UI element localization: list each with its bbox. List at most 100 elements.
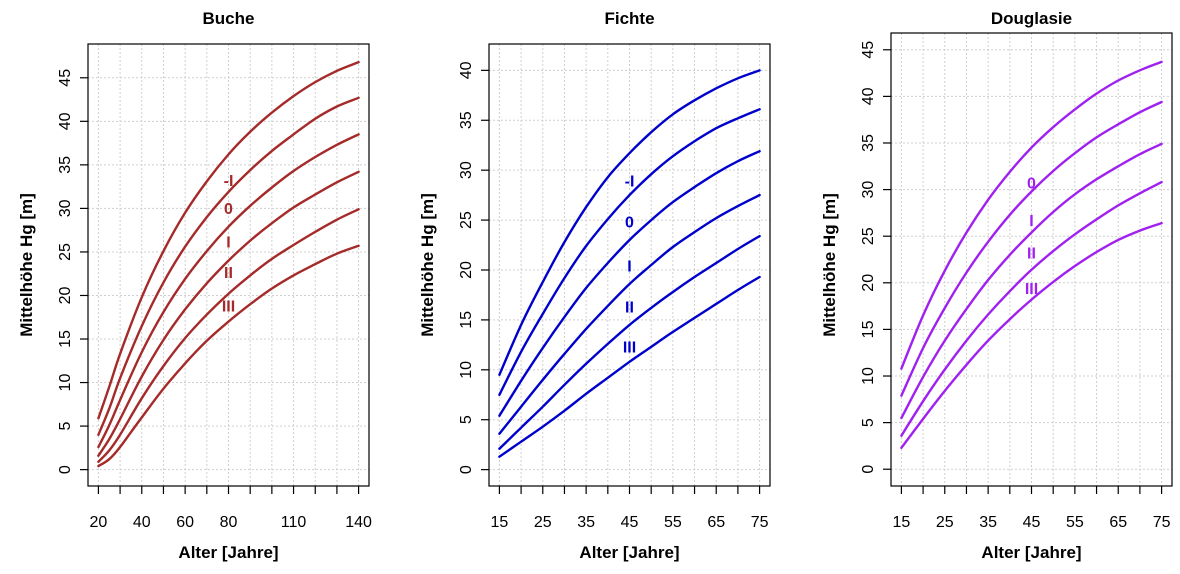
y-tick-label: 45	[57, 69, 74, 87]
site-class-label: I	[226, 235, 230, 252]
chart-panel-1: Buche 20 40 60 80 110 140 0 5 10 15 20 25 30 35 40 45 Alt…	[17, 9, 372, 562]
x-tick-label: 25	[936, 514, 954, 531]
y-tick-label: 10	[458, 361, 475, 379]
site-class-II-line	[97, 170, 360, 457]
y-tick-label: 10	[57, 374, 74, 392]
y-tick-label: 40	[860, 87, 877, 105]
y-tick-label: 40	[57, 112, 74, 130]
grid-lines	[489, 44, 770, 486]
x-tick-label: 75	[751, 514, 769, 531]
site-class-label: -I	[625, 174, 635, 191]
x-axis: 15 25 35 45 55 65 75	[491, 486, 769, 531]
y-tick-label: 35	[57, 156, 74, 174]
site-class-I-line	[97, 133, 360, 449]
x-tick-label: 25	[534, 514, 552, 531]
x-tick-label: 20	[90, 514, 108, 531]
series-lines	[97, 60, 360, 468]
y-tick-label: 0	[57, 465, 74, 474]
chart-panel-3: Douglasie 15 25 35 45 55 65 75 0 5 10 15 20 25 30 35 40 4…	[820, 9, 1173, 562]
site-class-I-line	[900, 100, 1163, 397]
x-tick-label: 15	[893, 514, 911, 531]
site-class-0-line	[97, 96, 360, 436]
y-tick-label: 25	[458, 211, 475, 229]
site-class-label: III	[222, 298, 235, 315]
y-axis-label: Mittelhöhe Hg [m]	[820, 193, 839, 337]
series-lines	[498, 69, 761, 458]
y-tick-label: 40	[458, 61, 475, 79]
chart-panel-2: Fichte 15 25 35 45 55 65 75 0 5 10 15 20 25 30 35 40 Alte…	[418, 9, 771, 562]
x-tick-label: 140	[345, 514, 372, 531]
site-class-label: III	[623, 339, 636, 356]
x-tick-label: 60	[176, 514, 194, 531]
x-axis-label: Alter [Jahre]	[981, 543, 1081, 562]
x-tick-label: 80	[220, 514, 238, 531]
x-tick-label: 35	[979, 514, 997, 531]
x-axis: 20 40 60 80 110 140	[90, 486, 372, 531]
x-tick-label: 55	[1066, 514, 1084, 531]
site-class-label: 0	[224, 201, 233, 218]
site-class-label: I	[1029, 213, 1033, 230]
y-tick-label: 20	[57, 286, 74, 304]
site-class-III-line	[97, 208, 360, 463]
y-tick-label: 20	[860, 274, 877, 292]
y-axis: 0 5 10 15 20 25 30 35 40 45	[57, 69, 88, 474]
y-tick-label: 35	[458, 111, 475, 129]
chart-title: Buche	[203, 9, 255, 28]
x-axis: 15 25 35 45 55 65 75	[893, 486, 1171, 531]
x-tick-label: 55	[664, 514, 682, 531]
x-tick-label: 45	[621, 514, 639, 531]
y-tick-label: 35	[860, 134, 877, 152]
site-class-lowest-line	[900, 221, 1163, 449]
site-class-label: II	[625, 299, 634, 316]
site-class-minus-I-line	[498, 69, 761, 376]
x-tick-label: 15	[491, 514, 509, 531]
y-tick-label: 0	[860, 465, 877, 474]
chart-title: Douglasie	[991, 9, 1072, 28]
chart-title: Fichte	[604, 9, 654, 28]
y-axis-label: Mittelhöhe Hg [m]	[17, 193, 36, 337]
y-tick-label: 5	[57, 422, 74, 431]
y-tick-label: 5	[860, 418, 877, 427]
y-tick-label: 0	[458, 465, 475, 474]
series-lines	[900, 60, 1163, 449]
site-class-II-line	[900, 142, 1163, 420]
y-tick-label: 20	[458, 261, 475, 279]
x-axis-label: Alter [Jahre]	[579, 543, 679, 562]
y-tick-label: 45	[860, 41, 877, 59]
y-tick-label: 15	[57, 330, 74, 348]
site-class-0-line	[498, 108, 761, 396]
site-class-lowest-line	[97, 244, 360, 468]
site-class-label: -I	[224, 173, 234, 190]
site-class-II-line	[498, 193, 761, 435]
x-axis-label: Alter [Jahre]	[178, 543, 278, 562]
x-tick-label: 35	[577, 514, 595, 531]
site-class-label: 0	[1027, 176, 1036, 193]
site-class-label: II	[1027, 245, 1036, 262]
site-class-lowest-line	[498, 275, 761, 458]
site-class-I-line	[498, 150, 761, 417]
site-class-label: III	[1025, 281, 1038, 298]
x-tick-label: 65	[1109, 514, 1127, 531]
site-class-label: 0	[625, 215, 634, 232]
y-tick-label: 30	[57, 199, 74, 217]
y-tick-label: 30	[458, 161, 475, 179]
y-tick-label: 15	[458, 311, 475, 329]
grid-lines	[891, 33, 1172, 486]
y-axis: 0 5 10 15 20 25 30 35 40 45	[860, 41, 891, 474]
x-tick-label: 40	[133, 514, 151, 531]
y-tick-label: 25	[57, 243, 74, 261]
y-tick-label: 25	[860, 227, 877, 245]
x-tick-label: 110	[281, 514, 307, 531]
y-tick-label: 10	[860, 367, 877, 385]
y-tick-label: 30	[860, 181, 877, 199]
site-class-minus-I-line	[97, 60, 360, 420]
site-class-III-line	[498, 234, 761, 450]
site-class-0-line	[900, 60, 1163, 370]
y-axis-label: Mittelhöhe Hg [m]	[418, 193, 437, 337]
y-tick-label: 15	[860, 320, 877, 338]
y-tick-label: 5	[458, 415, 475, 424]
